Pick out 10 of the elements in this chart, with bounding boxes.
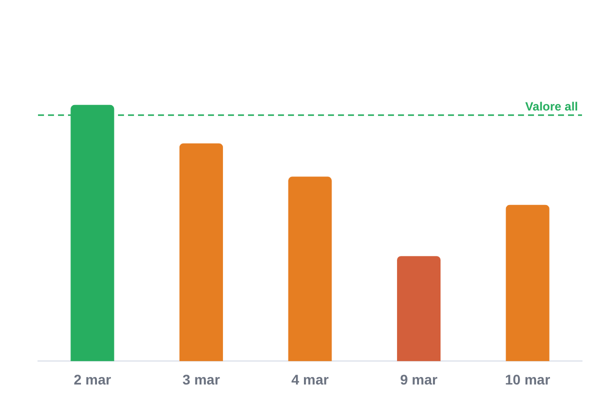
bar [288, 176, 332, 362]
x-tick-label: 4 mar [291, 371, 330, 388]
x-tick-label: 3 mar [182, 371, 220, 388]
bar [506, 204, 550, 362]
bar [397, 256, 441, 362]
x-tick-label: 2 mar [74, 371, 112, 388]
x-tick-label: 10 mar [505, 371, 551, 388]
x-tick-label: 9 mar [400, 371, 438, 388]
ref-line-label: Valore all [525, 99, 578, 114]
bar [179, 143, 223, 362]
